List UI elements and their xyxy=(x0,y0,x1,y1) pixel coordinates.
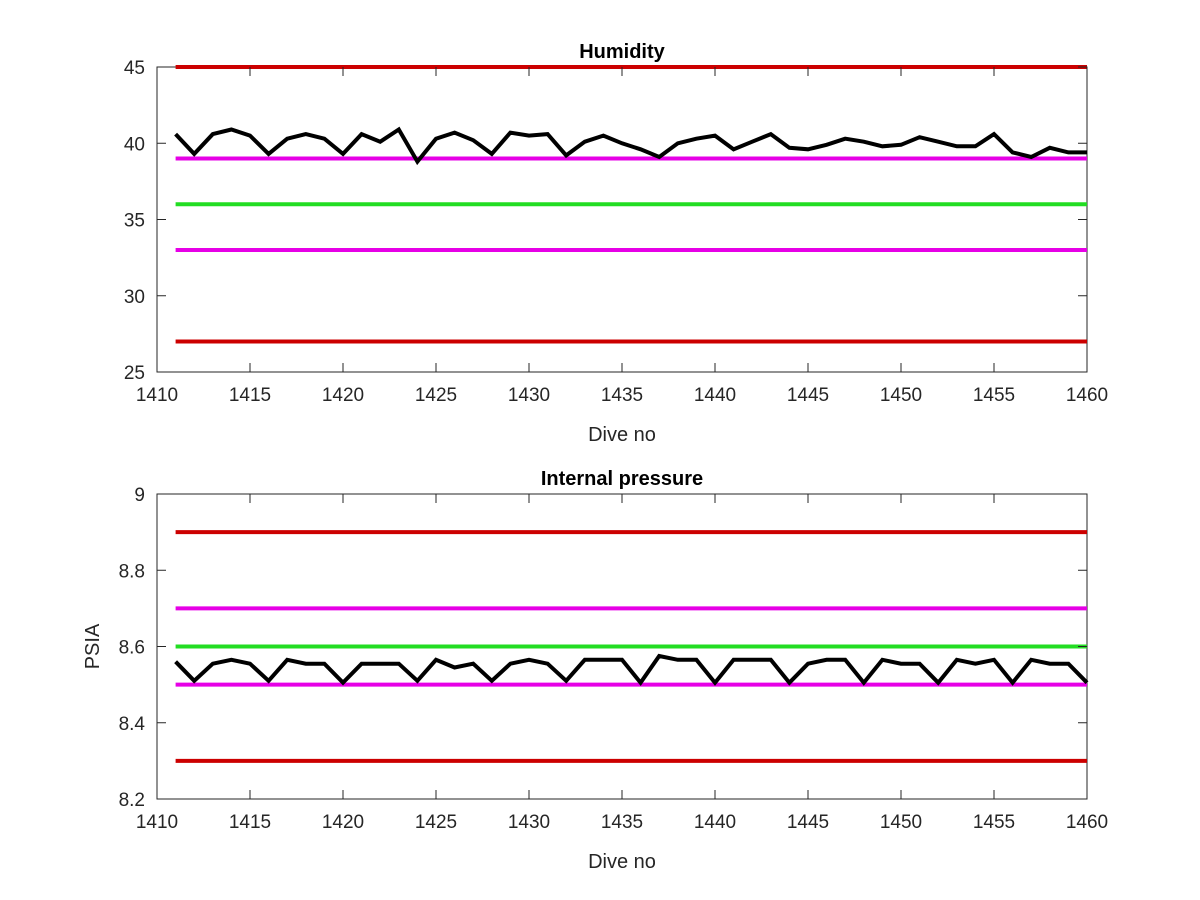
y-tick-label: 25 xyxy=(124,363,145,384)
x-tick-label: 1445 xyxy=(787,812,829,833)
x-tick-label: 1425 xyxy=(415,385,457,406)
x-tick-label: 1445 xyxy=(787,385,829,406)
x-tick-label: 1415 xyxy=(229,385,271,406)
y-tick-label: 45 xyxy=(124,58,145,79)
y-tick-label: 30 xyxy=(124,287,145,308)
x-tick-label: 1440 xyxy=(694,385,736,406)
x-tick-label: 1415 xyxy=(229,812,271,833)
axes-box xyxy=(156,66,1088,373)
x-tick-label: 1420 xyxy=(322,385,364,406)
humidity-plot-panel: 1410 1415 1420 1425 1430 1435 1440 1445 1450 1455… xyxy=(124,41,1108,446)
chart-title: Humidity xyxy=(579,41,665,63)
data-series-line xyxy=(174,653,1089,687)
x-tick-label: 1450 xyxy=(880,812,922,833)
y-tick-label: 8.4 xyxy=(119,714,146,735)
x-axis-label: Dive no xyxy=(588,851,656,873)
y-tick-label: 8.6 xyxy=(119,638,145,659)
internal-pressure-plot-panel: 1410 1415 1420 1425 1430 1435 1440 1445 1450 1455… xyxy=(82,468,1108,873)
x-tick-label: 1430 xyxy=(508,812,550,833)
x-tick-label: 1435 xyxy=(601,385,643,406)
chart-title: Internal pressure xyxy=(541,468,703,490)
x-tick-label: 1420 xyxy=(322,812,364,833)
x-tick-label: 1425 xyxy=(415,812,457,833)
x-tick-label: 1450 xyxy=(880,385,922,406)
x-tick-label: 1460 xyxy=(1066,385,1108,406)
x-tick-label: 1435 xyxy=(601,812,643,833)
y-tick-label: 35 xyxy=(124,211,145,232)
y-tick-label: 9 xyxy=(134,485,145,506)
x-tick-label: 1430 xyxy=(508,385,550,406)
x-tick-label: 1460 xyxy=(1066,812,1108,833)
x-tick-label: 1455 xyxy=(973,812,1015,833)
y-tick-label: 8.8 xyxy=(119,561,145,582)
y-tick-label: 8.2 xyxy=(119,790,145,811)
x-axis-label: Dive no xyxy=(588,424,656,446)
y-axis-label: PSIA xyxy=(82,623,104,669)
x-tick-label: 1410 xyxy=(136,812,178,833)
y-tick-label: 40 xyxy=(124,134,145,155)
data-series-line xyxy=(174,126,1087,166)
x-tick-label: 1440 xyxy=(694,812,736,833)
x-tick-label: 1455 xyxy=(973,385,1015,406)
x-tick-label: 1410 xyxy=(136,385,178,406)
